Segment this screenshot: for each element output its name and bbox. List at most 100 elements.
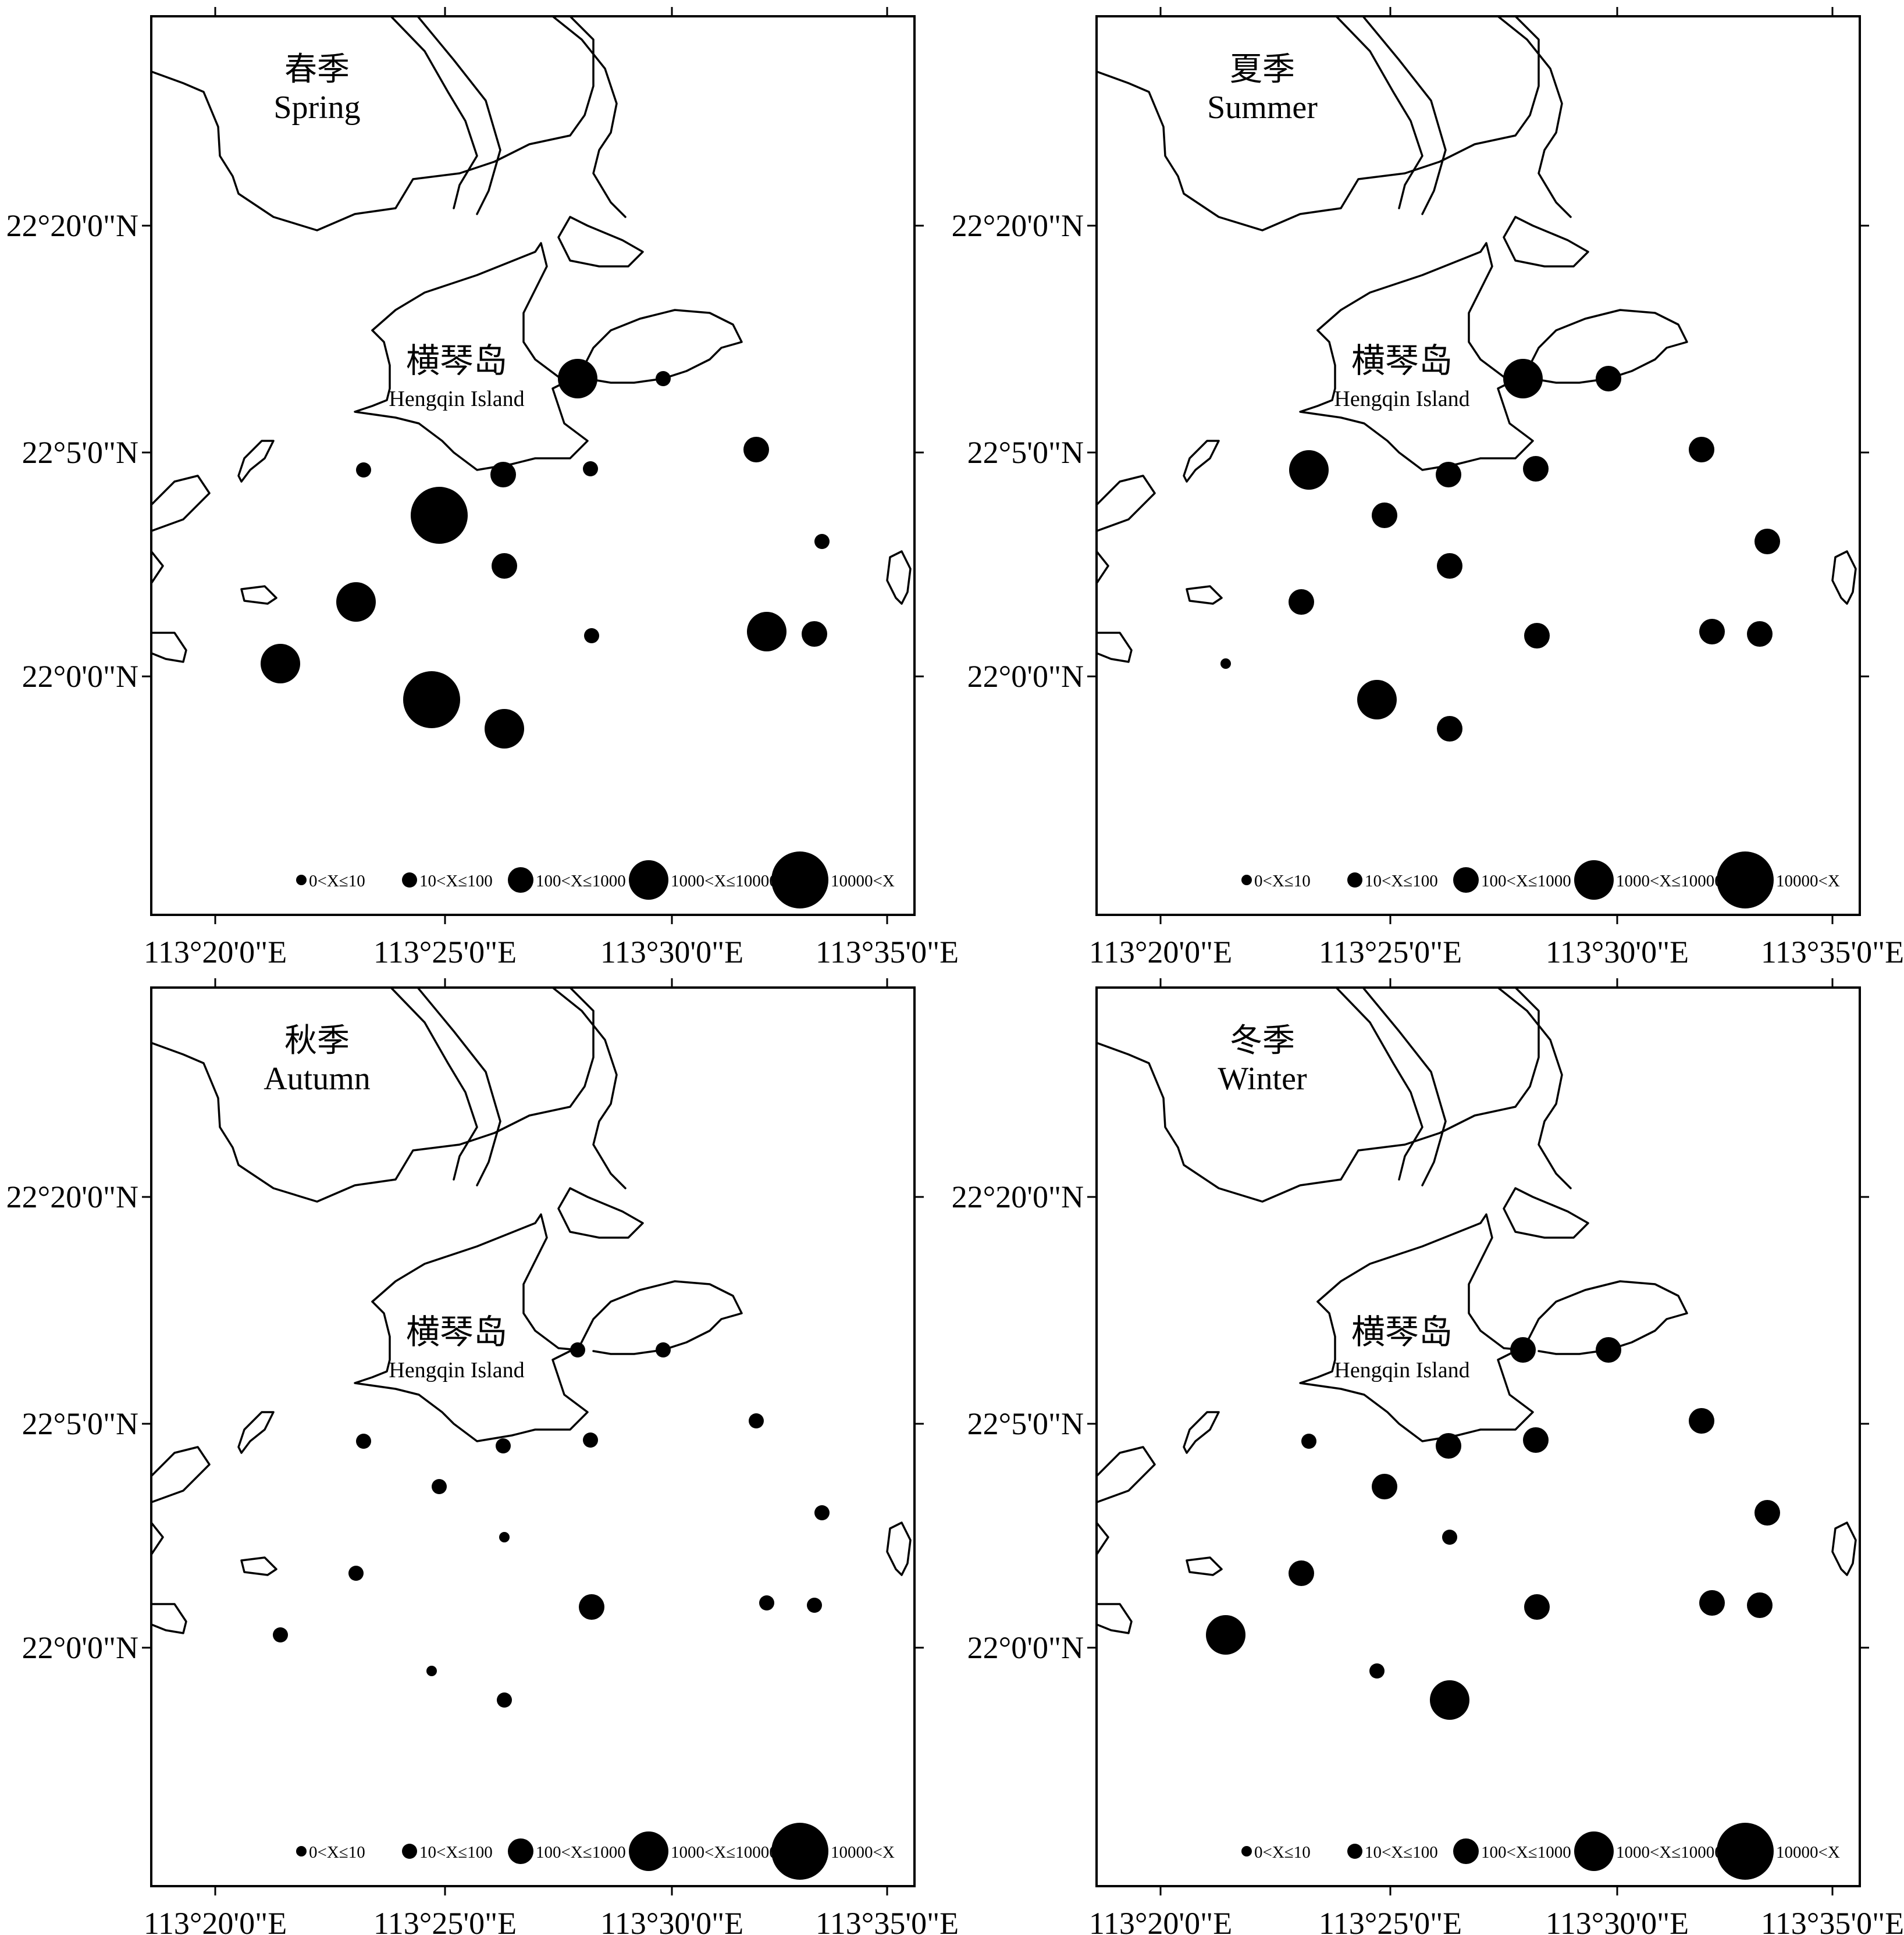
y-tick-label: 22°5'0"N [967,1406,1084,1441]
station-marker [814,534,830,549]
legend-marker [771,851,828,908]
coastline-segment [1503,216,1589,268]
coastline [150,986,912,1634]
legend-marker [402,1844,417,1859]
legend: 0<X≤10 10<X≤100 100<X≤1000 1000<X≤10000 1000… [296,851,895,908]
coastline-segment [1335,986,1423,1181]
x-tick-label: 113°35'0"E [1761,935,1904,970]
coastline-segment [237,440,275,483]
coastline-segment [371,242,579,380]
x-tick-label: 113°35'0"E [1761,1906,1904,1935]
map-panel-summer: 113°20'0"E 113°25'0"E 113°30'0"E 113°35'0"E… [952,7,1904,970]
station-marker [1524,1594,1550,1620]
x-tick-label: 113°35'0"E [816,1906,959,1935]
legend-marker [1453,1838,1479,1864]
legend-label: 0<X≤10 [1254,1843,1311,1862]
station-marker [411,487,468,544]
legend-marker [1241,1846,1252,1856]
legend-label: 1000<X≤10000 [1616,1843,1723,1862]
island-label-en: Hengqin Island [389,1358,524,1382]
station-marker [1689,1408,1714,1434]
station-marker [1442,1530,1457,1545]
y-tick-label: 22°20'0"N [952,208,1084,243]
y-tick-label: 22°0'0"N [22,659,138,694]
station-marker [1372,1474,1397,1499]
station-marker [1747,1592,1773,1618]
station-marker [747,612,786,651]
legend-marker [402,872,417,888]
map-frame [150,986,916,1887]
coastline-segment [354,329,589,471]
season-title-en: Autumn [264,1061,371,1097]
legend-marker [629,1831,668,1871]
x-tick-label: 113°30'0"E [1546,1906,1689,1935]
coastline-segment [150,1446,211,1503]
station-marker [1510,1337,1536,1363]
season-title-en: Winter [1218,1061,1307,1097]
coastline-segment [1095,550,1109,585]
coastline-segment [1362,15,1447,215]
station-marker [485,709,524,749]
station-marker [558,359,597,398]
coastline-segment [886,550,912,605]
legend-label: 10000<X [831,1843,895,1862]
station-marker [1436,462,1461,487]
legend-label: 10000<X [831,872,895,890]
station-marker [1596,366,1621,391]
island-label-en: Hengqin Island [1334,1358,1469,1382]
station-marker [802,621,827,647]
island-label-cn: 横琴岛 [406,1313,507,1351]
coastline-segment [417,15,501,215]
island-label-en: Hengqin Island [389,387,524,411]
station-marker [1436,1433,1461,1459]
coastline-segment [1095,986,1540,1203]
station-marker [749,1413,764,1428]
x-tick-label: 113°25'0"E [373,1906,517,1935]
x-tick-label: 113°30'0"E [600,1906,743,1935]
station-marker [403,671,460,728]
map-panel-spring: 113°20'0"E 113°25'0"E 113°30'0"E 113°35'0"E… [6,7,959,970]
stations [1206,1337,1780,1720]
coastline-segment [237,1411,275,1454]
legend-marker [1241,875,1252,885]
legend: 0<X≤10 10<X≤100 100<X≤1000 1000<X≤10000 1000… [1241,1823,1840,1880]
station-marker [336,582,376,622]
coastline-segment [1186,1556,1223,1576]
legend-label: 10000<X [1776,1843,1840,1862]
x-tick-label: 113°35'0"E [816,935,959,970]
coastline-segment [150,475,211,532]
legend: 0<X≤10 10<X≤100 100<X≤1000 1000<X≤10000 1000… [296,1823,895,1880]
y-tick-label: 22°5'0"N [22,1406,138,1441]
legend-label: 10<X≤100 [1365,872,1438,890]
station-marker [1503,359,1543,398]
y-tick-label: 22°20'0"N [6,1179,138,1214]
coastline-segment [1316,242,1524,380]
map-frame [1095,986,1861,1887]
station-marker [1301,1434,1316,1449]
coastline-segment [1362,986,1447,1186]
x-tick-label: 113°20'0"E [144,935,287,970]
island-label-cn: 横琴岛 [1351,1313,1453,1351]
legend-marker [296,875,307,885]
station-marker [356,1434,371,1449]
station-marker [273,1627,288,1642]
x-tick-label: 113°25'0"E [1319,935,1462,970]
station-marker [579,1594,604,1620]
coastline-segment [240,585,277,605]
station-marker [1357,680,1397,719]
legend-marker [508,1838,533,1864]
map-frame [150,15,916,916]
legend-label: 10000<X [1776,872,1840,890]
station-marker [1523,456,1549,482]
legend-label: 100<X≤1000 [536,1843,626,1862]
station-marker [1699,619,1725,644]
y-tick-label: 22°0'0"N [967,1630,1084,1665]
station-marker [1289,1560,1314,1586]
season-title-en: Summer [1207,90,1318,126]
coastline-segment [150,550,164,585]
coastline-segment [150,986,595,1203]
coastline-segment [1095,1521,1109,1556]
coastline-segment [1095,1603,1133,1634]
axis-ticks [1087,978,1869,1895]
coastline-segment [551,15,627,218]
